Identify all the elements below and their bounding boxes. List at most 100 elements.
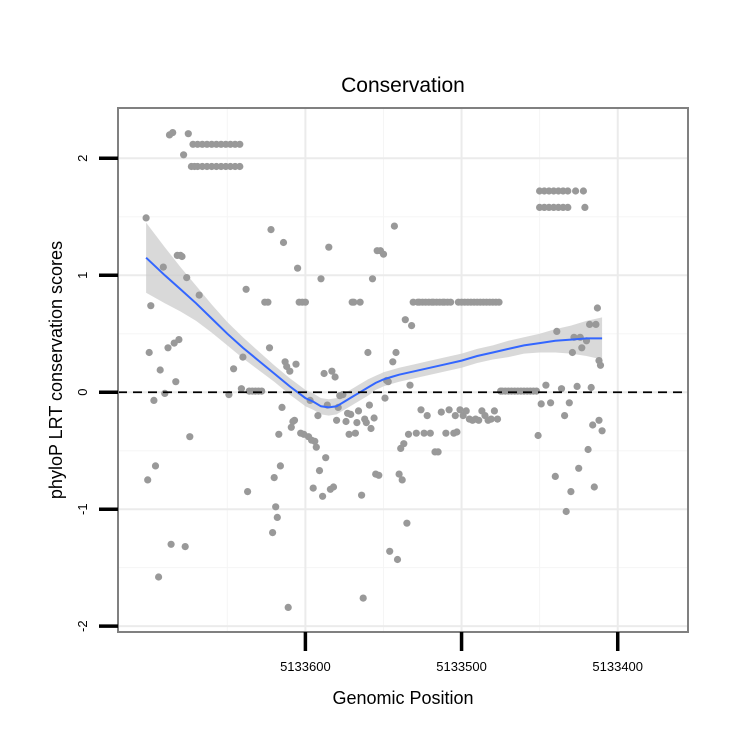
data-point [575, 464, 583, 472]
data-point [596, 361, 605, 369]
data-points [142, 129, 606, 612]
data-point [175, 336, 183, 344]
data-point [423, 412, 431, 420]
data-point [453, 428, 461, 436]
data-point [236, 140, 244, 148]
data-point [273, 513, 281, 522]
data-point [564, 187, 572, 195]
data-point [573, 382, 581, 390]
data-point [584, 445, 592, 454]
data-point [412, 429, 420, 437]
data-point [586, 320, 594, 328]
data-point [329, 483, 338, 491]
confidence-band [146, 222, 603, 416]
data-point [230, 365, 238, 373]
plot-border [117, 107, 689, 633]
data-point [195, 291, 203, 299]
data-point [598, 427, 606, 435]
data-point [426, 429, 434, 437]
data-point [403, 519, 411, 527]
data-point [392, 348, 400, 357]
data-point [565, 399, 573, 407]
data-point [151, 462, 160, 470]
data-point [590, 483, 598, 491]
data-point [180, 151, 188, 159]
data-point [456, 406, 464, 414]
data-point [317, 275, 325, 283]
data-point [172, 378, 180, 386]
data-point [320, 369, 328, 378]
data-point [292, 360, 300, 368]
data-point [284, 603, 292, 612]
data-point [270, 474, 278, 482]
data-point [445, 406, 453, 414]
data-point [406, 381, 414, 389]
data-point [390, 222, 398, 230]
data-point [442, 429, 450, 437]
data-point [417, 406, 425, 414]
data-point [351, 429, 359, 437]
data-point [532, 387, 541, 395]
data-point [420, 429, 428, 437]
data-point [312, 443, 320, 451]
data-point [381, 394, 389, 402]
data-point [350, 298, 358, 306]
data-point [592, 320, 600, 328]
data-point [319, 492, 327, 500]
data-point [258, 387, 266, 395]
x-tick-label: 5133600 [280, 659, 331, 674]
data-point [490, 407, 498, 415]
data-point [581, 203, 589, 211]
data-point [587, 383, 595, 392]
data-point [553, 327, 561, 335]
data-point [155, 573, 163, 581]
data-point [368, 275, 377, 283]
data-point [269, 529, 277, 537]
data-point [487, 415, 495, 423]
data-point [147, 302, 155, 310]
data-point [345, 430, 353, 438]
data-point [493, 415, 502, 423]
data-point [265, 344, 274, 352]
axes: 5133600 5133500 5133400 -2 -1 0 1 2 [75, 155, 643, 674]
data-point [534, 431, 542, 440]
y-tick-label: 1 [75, 272, 90, 279]
data-point [561, 412, 569, 420]
y-tick-label: -1 [75, 503, 90, 515]
data-point [287, 423, 295, 431]
data-point [401, 316, 409, 324]
data-point [236, 162, 244, 171]
data-point [451, 412, 459, 420]
data-point [333, 416, 341, 424]
data-point [178, 252, 186, 261]
confidence-ribbon [146, 222, 603, 416]
data-point [239, 353, 247, 361]
data-point [389, 358, 397, 366]
chart-title: Conservation [341, 74, 465, 97]
y-tick-label: 2 [75, 155, 90, 162]
data-point [542, 381, 550, 389]
x-axis-label: Genomic Position [332, 688, 473, 708]
data-point [395, 470, 403, 478]
x-tick-label: 5133400 [592, 659, 643, 674]
data-point [167, 540, 175, 548]
data-point [159, 263, 167, 271]
data-point [359, 594, 367, 602]
data-point [142, 214, 150, 222]
data-point [144, 476, 152, 484]
data-point [356, 298, 364, 306]
data-point [272, 503, 280, 511]
data-point [386, 547, 394, 555]
data-point [328, 367, 336, 375]
data-point [375, 471, 383, 479]
data-point [462, 407, 470, 415]
data-point [579, 187, 588, 195]
data-point [434, 448, 442, 456]
data-point [562, 507, 570, 516]
y-tick-label: -2 [75, 620, 90, 632]
data-point [294, 264, 302, 272]
data-point [309, 484, 317, 492]
data-point [447, 298, 455, 306]
smooth-line [145, 256, 603, 409]
